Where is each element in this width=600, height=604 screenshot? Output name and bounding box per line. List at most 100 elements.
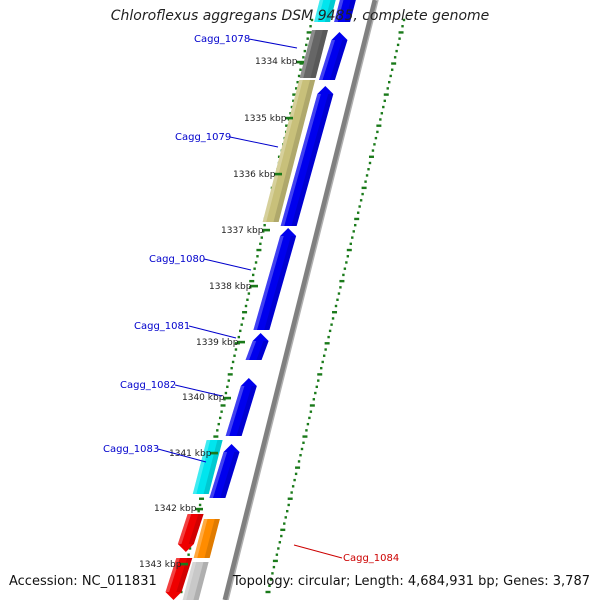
- gc-dot: [346, 248, 352, 252]
- gc-dot: [239, 329, 242, 333]
- gc-dot: [244, 304, 248, 308]
- gc-dot: [332, 311, 338, 314]
- kbp-tick: 1335 kbp: [244, 114, 293, 124]
- gc-dot: [358, 205, 361, 208]
- gc-dot: [383, 99, 386, 103]
- gc-dot: [354, 223, 357, 227]
- kbp-tick: 1334 kbp: [255, 57, 304, 67]
- leader-line: [188, 325, 237, 339]
- kbp-tick-label: 1338 kbp: [209, 282, 252, 292]
- gc-dot: [291, 485, 295, 488]
- gc-dot: [306, 31, 312, 34]
- feature-cagg-1082[interactable]: [225, 378, 257, 436]
- gc-dot-tracks: [177, 18, 406, 594]
- gc-dot: [342, 273, 345, 277]
- gc-dot: [295, 87, 298, 90]
- gc-dot: [367, 168, 370, 171]
- gc-dot: [317, 379, 320, 382]
- gc-dot: [339, 279, 345, 283]
- feature-top-cyan[interactable]: [314, 0, 336, 22]
- gc-dot: [240, 323, 243, 326]
- gene-label-cagg-1078[interactable]: Cagg_1078: [194, 34, 298, 49]
- gene-label-cagg-1082[interactable]: Cagg_1082: [120, 380, 223, 397]
- kbp-tick-label: 1342 kbp: [154, 504, 197, 514]
- gc-dot: [339, 286, 342, 289]
- kbp-tick-label: 1340 kbp: [182, 393, 225, 403]
- gc-dot: [314, 391, 317, 395]
- gc-dot: [280, 528, 286, 532]
- gc-dot: [278, 541, 282, 544]
- kbp-tick: 1336 kbp: [233, 170, 282, 180]
- gene-label-cagg-1083[interactable]: Cagg_1083: [103, 444, 207, 463]
- feature-cagg-1084[interactable]: [193, 519, 220, 558]
- gc-dot: [389, 74, 392, 78]
- feature-red-2[interactable]: [165, 558, 193, 600]
- gc-dot: [283, 522, 286, 525]
- backbone-highlight: [227, 0, 379, 601]
- gc-dot: [352, 230, 355, 233]
- gc-dot: [259, 242, 262, 246]
- gc-dot: [393, 56, 397, 59]
- gc-dot: [396, 43, 400, 47]
- gc-dot: [345, 261, 348, 264]
- gc-dot: [320, 366, 323, 370]
- gc-dot: [226, 385, 229, 389]
- gc-dot: [361, 192, 364, 196]
- gc-dot: [343, 267, 347, 270]
- kbp-tick: 1341 kbp: [169, 449, 218, 459]
- gc-dot: [216, 429, 219, 432]
- gene-label-cagg-1081[interactable]: Cagg_1081: [134, 321, 237, 339]
- gene-label-cagg-1080[interactable]: Cagg_1080: [149, 254, 252, 271]
- gc-dot: [254, 261, 258, 264]
- gc-dot: [305, 429, 308, 432]
- feature-cagg-1083[interactable]: [209, 444, 240, 498]
- gc-dot: [398, 31, 404, 34]
- gc-dot: [299, 68, 302, 71]
- kbp-tick: 1342 kbp: [154, 504, 203, 514]
- feature-cagg-1079[interactable]: [280, 86, 334, 226]
- gc-dot: [303, 49, 307, 53]
- feature-top-blue[interactable]: [334, 0, 356, 22]
- gc-dot: [246, 298, 249, 301]
- gene-label-text: Cagg_1084: [343, 553, 399, 564]
- gc-dot: [275, 553, 279, 556]
- gc-dot: [359, 199, 363, 202]
- feature-cagg-1078[interactable]: [318, 32, 348, 80]
- gc-dot: [374, 136, 378, 140]
- gc-dot: [322, 354, 326, 357]
- kbp-tick-label: 1343 kbp: [139, 560, 182, 570]
- gc-dot: [376, 124, 382, 127]
- gc-dot: [390, 68, 394, 71]
- gc-dot: [220, 404, 226, 407]
- map-title: Chloroflexus aggregans DSM 9485, complet…: [110, 8, 490, 24]
- gc-dot: [337, 292, 341, 295]
- feature-red-1[interactable]: [177, 514, 204, 552]
- gene-label-cagg-1084[interactable]: Cagg_1084: [293, 544, 399, 564]
- gc-dot: [198, 503, 202, 507]
- gc-dot: [368, 155, 374, 158]
- gc-dot: [292, 93, 298, 96]
- gc-dot: [300, 447, 304, 451]
- gc-dot: [331, 317, 335, 320]
- feature-cagg-1081[interactable]: [245, 333, 269, 360]
- leader-line: [229, 136, 279, 148]
- gc-dot: [328, 329, 332, 333]
- feature-cagg-1079-khaki[interactable]: [262, 80, 316, 222]
- gc-dot: [213, 435, 219, 438]
- feature-cagg-1078-gray[interactable]: [299, 30, 328, 78]
- gc-dot: [297, 74, 301, 78]
- tick-marks: 1334 kbp 1335 kbp 1336 kbp 1337 kbp 1338 kbp…: [139, 57, 304, 570]
- gc-dot: [361, 186, 367, 190]
- gc-dot: [253, 267, 256, 270]
- gc-dot: [272, 559, 278, 563]
- kbp-tick: 1338 kbp: [209, 282, 258, 292]
- feature-cagg-1080[interactable]: [253, 228, 297, 330]
- gc-dot: [336, 298, 339, 301]
- gene-label-cagg-1079[interactable]: Cagg_1079: [175, 132, 279, 148]
- gc-dot: [305, 43, 308, 47]
- gc-dot: [199, 497, 205, 500]
- gc-dot: [187, 553, 190, 556]
- gc-dot: [373, 143, 376, 146]
- gc-dot: [330, 323, 333, 326]
- feature-silver[interactable]: [182, 562, 209, 600]
